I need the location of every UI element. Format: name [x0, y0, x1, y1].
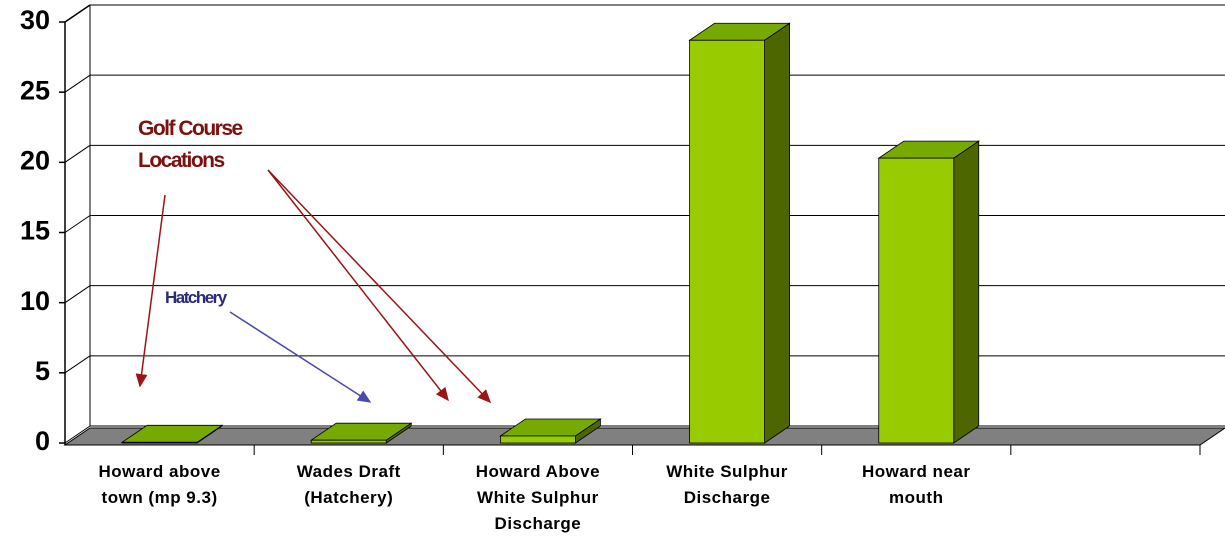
- x-tick-label: Howard Above White Sulphur Discharge: [475, 462, 601, 533]
- bar-side: [764, 22, 790, 444]
- grid-line: [64, 4, 91, 23]
- y-tick-label: 30: [20, 5, 50, 35]
- grid-line: [64, 215, 91, 233]
- y-tick-label: 10: [20, 286, 50, 316]
- x-tick-label: Wades Draft (Hatchery): [296, 462, 401, 507]
- arrow: [267, 169, 492, 404]
- bar: [121, 441, 198, 444]
- grid-line: [64, 355, 91, 374]
- arrow: [229, 311, 372, 403]
- grid-line: [64, 285, 91, 304]
- x-tick-label: Howard above town (mp 9.3): [98, 462, 221, 507]
- x-tick-label: Howard near mouth: [862, 462, 971, 507]
- y-tick-label: 20: [20, 145, 50, 175]
- grid-line: [64, 144, 91, 163]
- bar: [310, 439, 387, 444]
- bar-side: [953, 140, 980, 444]
- annotation: Golf Course Locations: [138, 117, 243, 172]
- grid-line: [64, 74, 91, 93]
- y-tick-label: 5: [35, 356, 50, 386]
- x-tick-label: White Sulphur Discharge: [666, 462, 788, 507]
- y-tick-label: 15: [20, 216, 50, 246]
- bar: [689, 39, 765, 444]
- bar: [878, 157, 955, 444]
- y-tick-label: 25: [20, 75, 50, 105]
- bar: [500, 435, 576, 444]
- floor: [63, 427, 1225, 446]
- y-axis: [64, 4, 91, 445]
- arrow: [135, 194, 166, 388]
- annotation-arrows: [135, 169, 492, 404]
- annotation: Hatchery: [165, 288, 227, 307]
- arrow: [267, 169, 449, 402]
- y-tick-label: 0: [35, 426, 50, 456]
- grid-line: [64, 425, 91, 444]
